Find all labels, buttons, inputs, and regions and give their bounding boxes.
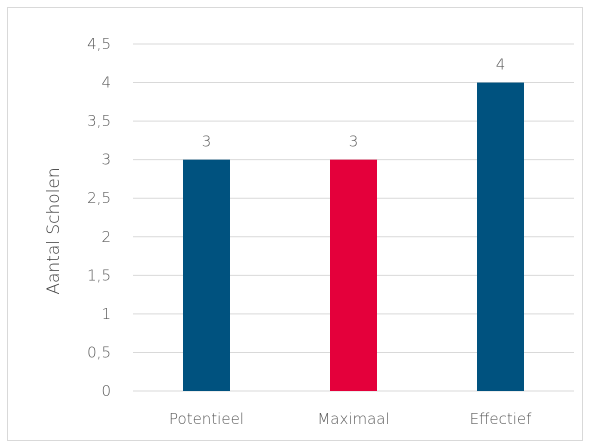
y-tick-label: 4,5 xyxy=(87,35,111,53)
x-axis-categories: Potentieel Maximaal Effectief xyxy=(169,410,532,428)
y-tick-label: 1,5 xyxy=(87,266,111,284)
y-tick-label: 2 xyxy=(101,228,111,246)
y-tick-label: 0,5 xyxy=(87,343,111,361)
y-axis-title: Aantal Scholen xyxy=(44,167,64,294)
bar-potentieel xyxy=(183,159,230,391)
y-tick-label: 4 xyxy=(101,74,111,92)
chart-frame: 0 0,5 1 1,5 2 2,5 3 3,5 4 4,5 Potentieel Maximaal E… xyxy=(7,7,583,441)
data-label-potentieel: 3 xyxy=(202,133,212,151)
y-tick-label: 1 xyxy=(101,305,111,323)
data-label-maximaal: 3 xyxy=(349,133,359,151)
category-label-potentieel: Potentieel xyxy=(169,410,244,428)
data-label-effectief: 4 xyxy=(496,56,506,74)
bars xyxy=(183,82,524,392)
y-axis-ticks: 0 0,5 1 1,5 2 2,5 3 3,5 4 4,5 xyxy=(87,35,111,400)
y-tick-label: 3 xyxy=(101,151,111,169)
category-label-effectief: Effectief xyxy=(470,410,533,428)
bar-maximaal xyxy=(330,159,377,391)
bar-chart: 0 0,5 1 1,5 2 2,5 3 3,5 4 4,5 Potentieel Maximaal E… xyxy=(44,35,574,428)
y-tick-label: 3,5 xyxy=(87,112,111,130)
bar-effectief xyxy=(477,82,524,392)
data-labels: 3 3 4 xyxy=(202,56,506,151)
category-label-maximaal: Maximaal xyxy=(317,410,389,428)
y-tick-label: 0 xyxy=(101,382,111,400)
y-tick-label: 2,5 xyxy=(87,189,111,207)
